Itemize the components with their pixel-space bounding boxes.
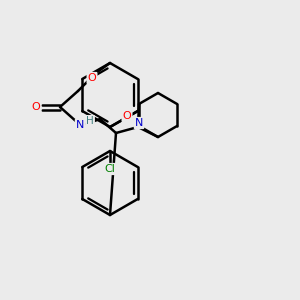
Text: O: O [88,73,96,83]
Text: H: H [86,116,94,126]
Text: N: N [76,120,84,130]
Text: Cl: Cl [105,164,116,174]
Text: O: O [123,111,131,121]
Text: N: N [135,118,143,128]
Text: O: O [32,102,40,112]
